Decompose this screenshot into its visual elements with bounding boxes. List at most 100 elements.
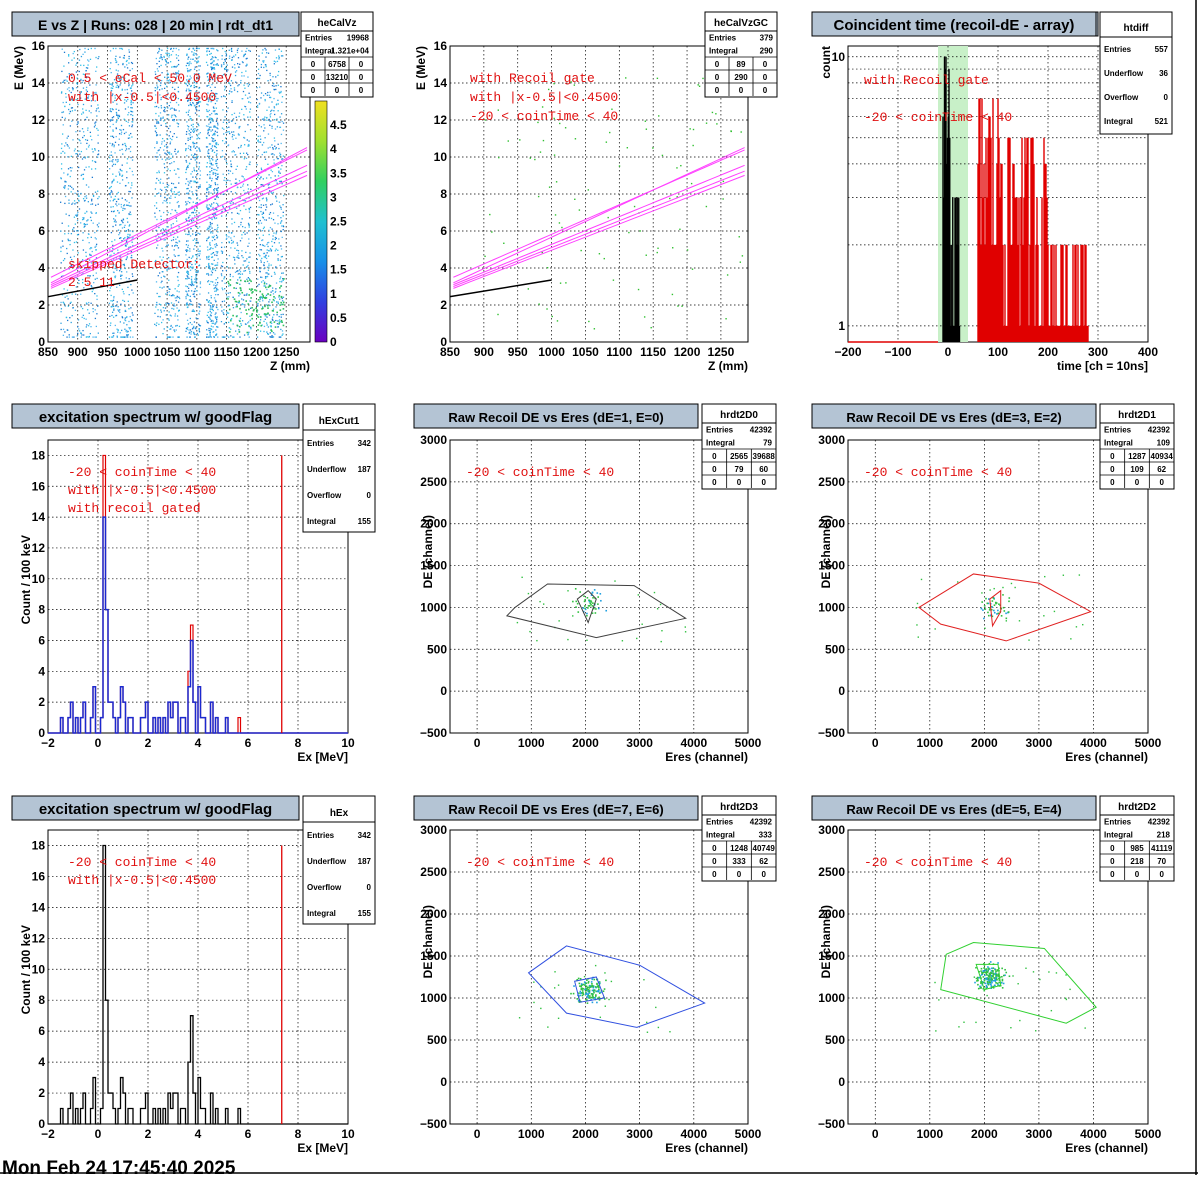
heCalVz-pt xyxy=(130,107,131,108)
heCalVz-pt xyxy=(168,114,169,115)
heCalVz-pt xyxy=(91,48,92,49)
hrdt2D0-pt xyxy=(586,613,588,615)
hrdt2D2-pt xyxy=(1003,975,1005,977)
heCalVz-pt xyxy=(97,157,98,158)
heCalVz-pt xyxy=(221,306,222,307)
heCalVz-pt xyxy=(235,123,236,124)
heCalVz-pt xyxy=(174,329,175,330)
heCalVz-pt xyxy=(216,251,217,252)
heCalVz-pt xyxy=(82,240,83,241)
heCalVz-pt xyxy=(231,191,232,192)
heCalVz-pt xyxy=(217,282,218,283)
hrdt2D0-pt xyxy=(589,599,591,601)
heCalVzGC-pt xyxy=(484,256,485,257)
heCalVz-pt xyxy=(275,233,276,234)
heCalVz-pt xyxy=(190,198,191,199)
heCalVz-pt xyxy=(90,333,91,334)
heCalVz-pt xyxy=(82,54,83,55)
heCalVz-pt xyxy=(256,164,257,165)
heCalVz-pt xyxy=(249,252,250,253)
heCalVz-pt xyxy=(281,209,282,210)
heCalVz-pt xyxy=(223,207,224,208)
hEx-ylabel: Count / 100 keV xyxy=(19,925,33,1014)
heCalVz-pt xyxy=(83,174,84,175)
heCalVz-pt xyxy=(110,108,111,109)
heCalVz-pt xyxy=(256,301,258,303)
heCalVz-pt xyxy=(267,267,268,268)
heCalVz-pt xyxy=(97,224,98,225)
heCalVz-pt xyxy=(258,175,259,176)
heCalVz-pt xyxy=(130,88,131,89)
heCalVz-pt xyxy=(249,279,251,281)
heCalVz-pt xyxy=(169,294,170,295)
heCalVz-pt xyxy=(74,203,75,204)
heCalVz-pt xyxy=(237,187,238,188)
hrdt2D2-pt xyxy=(1005,972,1007,974)
heCalVz-pt xyxy=(113,146,114,147)
heCalVz-pt xyxy=(260,298,261,299)
heCalVz-pt xyxy=(216,237,217,238)
heCalVz-pt xyxy=(282,333,283,334)
heCalVz-pt xyxy=(124,306,125,307)
heCalVz-pt xyxy=(96,244,97,245)
hrdt2D3-pt xyxy=(604,972,605,973)
heCalVz-pt xyxy=(222,127,223,128)
heCalVz-pt xyxy=(283,280,284,281)
heCalVz-pt xyxy=(215,182,216,183)
heCalVz-pt xyxy=(97,135,98,136)
heCalVz-pt xyxy=(278,71,279,72)
heCalVz-pt xyxy=(212,149,213,150)
heCalVz-pt xyxy=(75,294,76,295)
heCalVz-pt xyxy=(228,144,229,145)
heCalVz-pt xyxy=(238,292,240,294)
heCalVz-pt xyxy=(60,311,61,312)
heCalVz-pt xyxy=(117,193,118,194)
heCalVz-pt xyxy=(78,328,79,329)
heCalVz-pt xyxy=(190,180,191,181)
heCalVz-pt xyxy=(69,334,70,335)
heCalVz-pt xyxy=(222,205,223,206)
heCalVz-pt xyxy=(112,300,113,301)
heCalVz-pt xyxy=(94,122,95,123)
heCalVz-pt xyxy=(66,295,67,296)
heCalVz-pt xyxy=(120,278,121,279)
heCalVz-pt xyxy=(163,212,164,213)
heCalVz-pt xyxy=(235,71,236,72)
heCalVz-pt xyxy=(283,226,284,227)
heCalVz-pt xyxy=(95,57,96,58)
heCalVz-pt xyxy=(239,284,240,285)
heCalVz-pt xyxy=(197,173,198,174)
heCalVz-pt xyxy=(169,291,170,292)
hrdt2D3-xlabel: Eres (channel) xyxy=(665,1141,748,1155)
heCalVz-pt xyxy=(68,55,69,56)
heCalVz-pt xyxy=(161,190,162,191)
heCalVz-pt xyxy=(206,207,207,208)
heCalVz-pt xyxy=(166,62,167,63)
hrdt2D3-pt xyxy=(587,993,589,995)
heCalVz-pt xyxy=(278,238,279,239)
heCalVz-pt xyxy=(124,208,125,209)
heCalVz-pt xyxy=(192,176,193,177)
heCalVz-pt xyxy=(237,63,238,64)
heCalVz-pt xyxy=(168,62,169,63)
heCalVz-pt xyxy=(68,62,69,63)
heCalVz-pt xyxy=(72,229,73,230)
heCalVz-pt xyxy=(277,61,278,62)
heCalVz-pt xyxy=(266,283,267,284)
heCalVz-pt xyxy=(126,64,127,65)
heCalVz-pt xyxy=(171,315,172,316)
heCalVz-pt xyxy=(238,295,239,296)
heCalVz-pt xyxy=(209,284,210,285)
heCalVzGC-pt xyxy=(644,316,645,317)
htdiff-stat-key-2: Overflow xyxy=(1104,93,1139,102)
heCalVz-pt xyxy=(171,183,172,184)
heCalVz-pt xyxy=(197,124,198,125)
heCalVz-pt xyxy=(247,83,248,84)
heCalVz-pt xyxy=(271,101,272,102)
heCalVz-pt xyxy=(275,197,276,198)
hEx-xtick-2: 2 xyxy=(145,1127,152,1141)
heCalVz-pt xyxy=(199,199,200,200)
heCalVz-pt xyxy=(261,67,262,68)
heCalVz-pt xyxy=(270,170,271,171)
